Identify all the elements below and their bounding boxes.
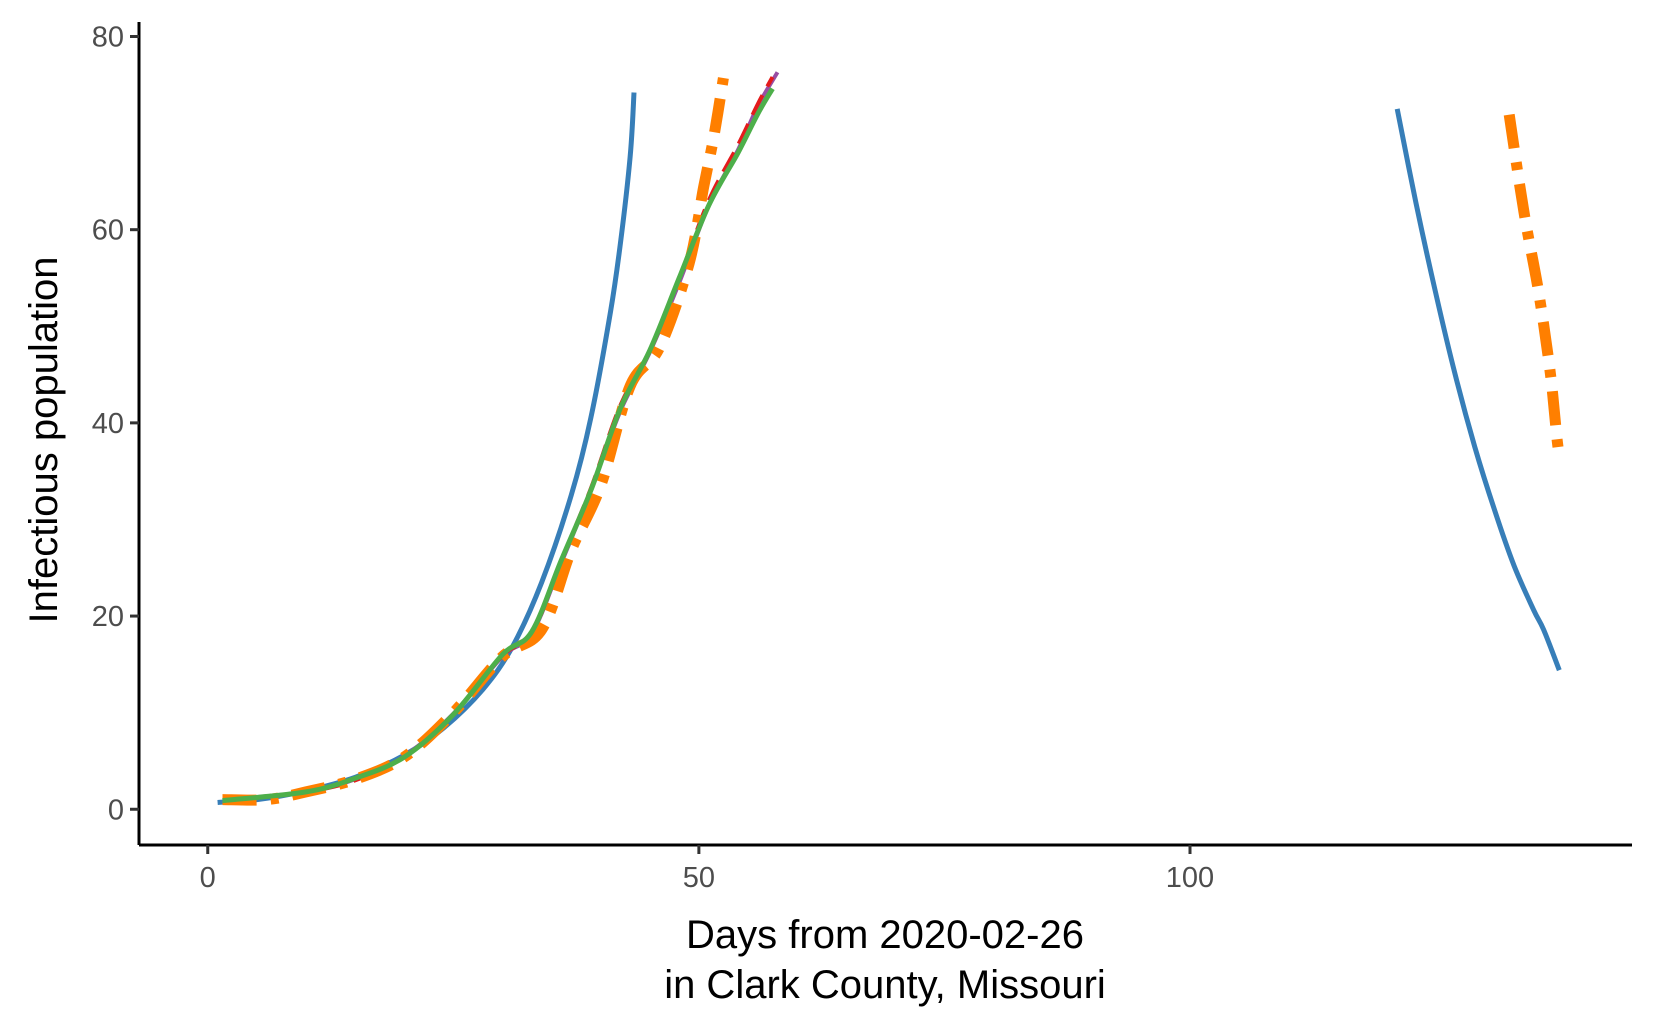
series-blue-line-2: [1394, 108, 1562, 672]
x-tick-label: 100: [1166, 862, 1214, 894]
x-axis-ticks: 0 50 100: [200, 845, 1214, 894]
y-tick-label: 20: [92, 601, 124, 633]
x-axis-title-line1: Days from 2020-02-26: [686, 913, 1084, 957]
y-axis-title: Infectious population: [22, 257, 66, 624]
plot-series: [217, 71, 1566, 806]
y-tick-label: 60: [92, 215, 124, 247]
x-axis-title-line2: in Clark County, Missouri: [664, 963, 1106, 1007]
x-tick-label: 0: [200, 862, 216, 894]
y-tick-label: 80: [92, 21, 124, 53]
series-green-line-1: [222, 87, 775, 804]
series-orange-line-2: [1503, 113, 1566, 460]
series-red-line-1: [227, 76, 775, 803]
series-purple-line-1: [227, 71, 780, 802]
series-blue-line-1: [217, 92, 637, 805]
y-tick-label: 40: [92, 408, 124, 440]
x-tick-label: 50: [683, 862, 715, 894]
y-axis-ticks: 0 20 40 60 80: [92, 21, 139, 826]
y-tick-label: 0: [108, 794, 124, 826]
